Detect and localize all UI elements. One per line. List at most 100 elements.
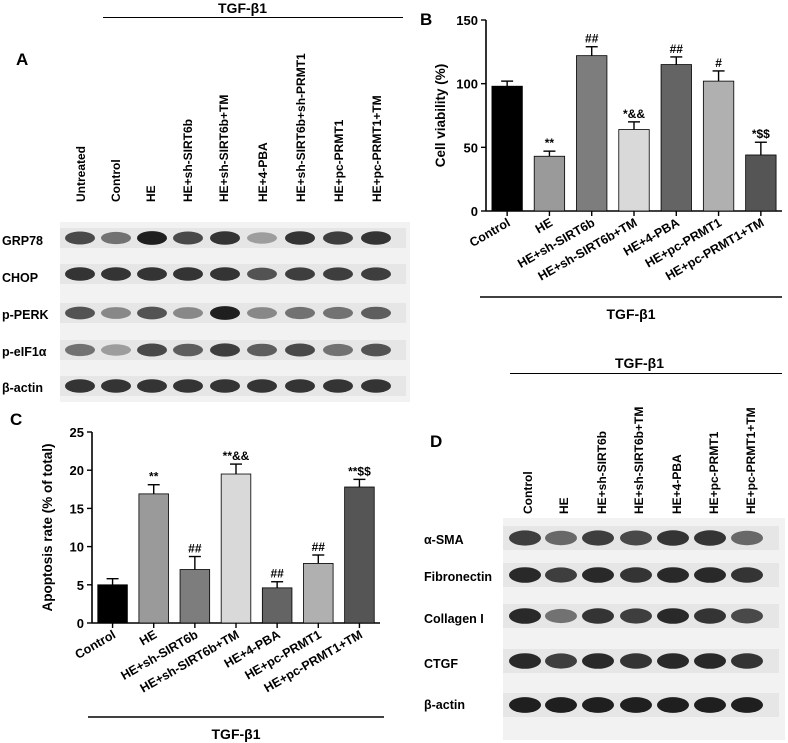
bar <box>745 154 777 212</box>
y-tick-label: 10 <box>70 540 84 555</box>
significance-label: **&& <box>223 449 250 463</box>
blot-a-band <box>323 267 353 281</box>
blot-a-band <box>210 267 240 281</box>
significance-label: **$$ <box>348 464 371 478</box>
blot-d-band <box>620 530 652 546</box>
blot-d-band <box>620 608 652 624</box>
blot-a-band <box>285 231 315 245</box>
blot-d-band <box>545 530 577 546</box>
bar <box>533 155 566 212</box>
bar <box>303 563 334 624</box>
y-tick-label: 150 <box>456 13 478 28</box>
blot-a-band <box>210 306 240 320</box>
blot-d-band <box>694 653 726 669</box>
blot-d-band <box>731 567 763 583</box>
panel-c-label: C <box>10 410 23 429</box>
blot-a-band <box>101 379 131 393</box>
panel-d-label: D <box>430 432 443 451</box>
panel-a-header-rule <box>103 17 403 18</box>
blot-d-band <box>694 530 726 546</box>
blot-a-band <box>323 231 353 245</box>
blot-a-band <box>137 231 167 245</box>
blot-d-band <box>657 697 689 713</box>
blot-d-band <box>657 530 689 546</box>
blot-a-band <box>65 267 95 281</box>
blot-a-band <box>101 267 131 281</box>
blot-d-band <box>694 608 726 624</box>
x-tick-label: HE <box>533 215 555 236</box>
y-tick-label: 25 <box>70 425 84 440</box>
bar <box>261 587 293 624</box>
panel-b-label: B <box>420 10 433 29</box>
panel-a-label: A <box>16 50 29 69</box>
blot-d-band <box>509 567 541 583</box>
y-axis-title: Apoptosis rate (% of total) <box>40 444 55 612</box>
blot-a-band <box>210 231 240 245</box>
blot-d-band <box>657 653 689 669</box>
bar <box>97 584 128 624</box>
blot-a-band <box>323 306 353 320</box>
blot-a-band <box>361 231 391 245</box>
blot-a-band <box>247 267 277 281</box>
significance-label: *&& <box>623 107 645 121</box>
lane-label-a-4: HE+sh-SIRT6b+TM <box>217 94 231 202</box>
blot-d-band <box>582 653 614 669</box>
blot-a-band <box>101 231 131 245</box>
significance-label: ## <box>270 567 284 581</box>
blot-a-band <box>137 306 167 320</box>
protein-label-a-4: β-actin <box>2 381 43 395</box>
blot-a-band <box>285 379 315 393</box>
x-axis-title: TGF-β1 <box>607 306 656 322</box>
lane-label-d-5: HE+pc-PRMT1 <box>707 431 721 514</box>
blot-d-band <box>582 567 614 583</box>
blot-a-band <box>210 343 240 357</box>
lane-label-a-7: HE+pc-PRMT1 <box>332 119 346 202</box>
protein-label-a-2: p-PERK <box>2 308 49 322</box>
blot-d-band <box>657 567 689 583</box>
blot-a-band <box>173 267 203 281</box>
blot-d-band <box>620 653 652 669</box>
protein-label-a-0: GRP78 <box>2 234 43 248</box>
blot-d-band <box>582 608 614 624</box>
blot-d-band <box>545 697 577 713</box>
blot-d-band <box>545 653 577 669</box>
lane-label-d-1: HE <box>557 497 571 514</box>
significance-label: # <box>715 56 722 70</box>
significance-label: *$$ <box>752 127 770 141</box>
blot-a-band <box>247 232 277 244</box>
lane-label-a-3: HE+sh-SIRT6b <box>181 118 195 202</box>
blot-d-band <box>509 530 541 546</box>
blot-d-band <box>582 530 614 546</box>
y-tick-label: 20 <box>70 463 84 478</box>
x-tick-label: Control <box>467 215 512 249</box>
x-tick-label: HE <box>137 627 159 648</box>
protein-label-d-1: Fibronectin <box>424 570 493 584</box>
blot-a-band <box>101 307 131 319</box>
blot-d-band <box>694 567 726 583</box>
blot-a-band <box>247 343 277 357</box>
blot-a-band <box>173 343 203 357</box>
bar <box>138 493 169 624</box>
significance-label: ## <box>670 42 684 56</box>
blot-d-band <box>620 697 652 713</box>
apoptosis-rate-chart: 0 5 10 15 20 25 Apoptosis rate (% of total) Con… <box>40 425 384 742</box>
blot-a-band <box>137 343 167 357</box>
western-blot-a <box>60 222 410 402</box>
y-tick-label: 15 <box>70 501 84 516</box>
blot-d-band <box>545 567 577 583</box>
lane-label-d-2: HE+sh-SIRT6b <box>595 430 609 514</box>
significance-label: ** <box>545 136 555 150</box>
lane-label-a-0: Untreated <box>74 145 88 202</box>
panel-d-header-rule <box>510 373 782 374</box>
western-blot-d <box>503 518 785 740</box>
y-tick-label: 50 <box>464 140 478 155</box>
blot-a-band <box>285 343 315 357</box>
lane-label-d-4: HE+4-PBA <box>670 454 684 514</box>
blot-a-band <box>285 267 315 281</box>
lane-label-d-6: HE+pc-PRMT1+TM <box>744 407 758 514</box>
bar <box>220 473 252 624</box>
x-axis-title: TGF-β1 <box>212 726 261 742</box>
protein-label-d-2: Collagen I <box>424 612 484 626</box>
lane-label-d-0: Control <box>521 471 535 514</box>
